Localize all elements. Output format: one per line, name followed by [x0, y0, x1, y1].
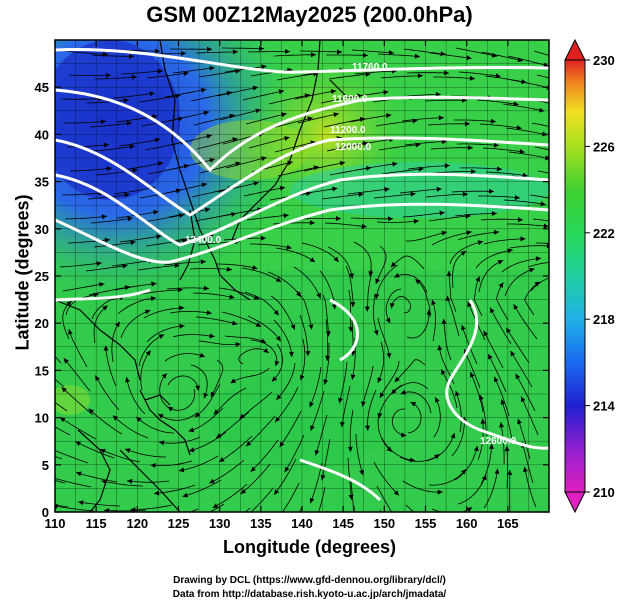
y-tick-label: 30: [35, 222, 49, 237]
contour-label: 12600.0: [480, 436, 517, 447]
drawing-credit: Drawing by DCL (https://www.gfd-dennou.o…: [173, 575, 446, 586]
streamlines: [55, 46, 549, 512]
y-tick-label: 45: [35, 80, 49, 95]
colorbar-label: 222: [593, 226, 615, 241]
y-tick-label: 5: [42, 458, 49, 473]
data-credit: Data from http://database.rish.kyoto-u.a…: [172, 589, 447, 600]
colorbar-label: 210: [593, 485, 615, 500]
y-tick-label: 25: [35, 269, 49, 284]
contour-label: 11200.0: [330, 125, 366, 136]
y-axis-ticks: 0 5 10 15 20 25 30 35 40 45: [35, 80, 549, 520]
grid-lines: [55, 40, 549, 512]
y-tick-label: 40: [35, 127, 49, 142]
contour-label: 12000.0: [335, 142, 372, 153]
x-axis-label: Longitude (degrees): [222, 537, 396, 557]
x-tick-label: 130: [209, 516, 231, 531]
page-title: GSM 00Z12May2025 (200.0hPa): [146, 2, 473, 27]
contour-labels: 11760.0 11600.0 11200.0 12000.0 12400.0 …: [185, 62, 517, 447]
contour-label: 11760.0: [352, 62, 388, 73]
x-tick-label: 150: [373, 516, 395, 531]
y-tick-label: 10: [35, 411, 49, 426]
x-tick-label: 155: [415, 516, 437, 531]
x-tick-label: 135: [250, 516, 272, 531]
colorbar-label: 226: [593, 139, 615, 154]
height-contours: [55, 47, 549, 502]
x-tick-label: 115: [86, 516, 107, 531]
x-axis-ticks: 110 115 120 125 130 135 140 145 150 155 160 165: [45, 40, 519, 531]
contour-label: 12400.0: [185, 235, 222, 246]
coastlines: [55, 40, 346, 512]
x-tick-label: 165: [497, 516, 519, 531]
colorbar-label: 214: [593, 399, 615, 414]
colorbar-label: 230: [593, 53, 615, 68]
x-tick-label: 140: [291, 516, 313, 531]
x-tick-label: 145: [332, 516, 354, 531]
x-tick-label: 125: [168, 516, 190, 531]
y-tick-label: 0: [42, 505, 49, 520]
y-tick-label: 20: [35, 316, 49, 331]
x-tick-label: 120: [126, 516, 148, 531]
contour-label: 11600.0: [332, 94, 368, 105]
y-tick-label: 15: [35, 363, 49, 378]
colorbar-label: 218: [593, 312, 615, 327]
y-tick-label: 35: [35, 175, 49, 190]
colorbar: 230 226 222 218 214 210: [564, 38, 615, 514]
y-axis-label: Latitude (degrees): [12, 194, 33, 351]
x-tick-label: 160: [456, 516, 478, 531]
x-tick-label: 110: [45, 516, 66, 531]
